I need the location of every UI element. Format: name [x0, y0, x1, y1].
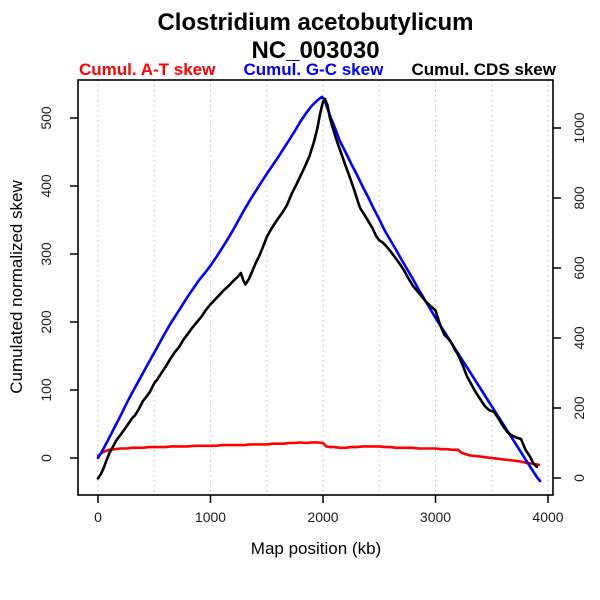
left-tick-label: 400 — [38, 174, 54, 198]
x-tick-label: 0 — [94, 509, 102, 525]
legend-item-cds-skew: Cumul. CDS skew — [411, 60, 556, 79]
x-axis-title: Map position (kb) — [250, 539, 382, 558]
chart-title: Clostridium acetobutylicum — [157, 9, 474, 36]
left-tick-label: 300 — [38, 242, 54, 266]
left-tick-label: 500 — [38, 106, 54, 130]
right-tick-label: 600 — [571, 256, 587, 280]
x-tick-label: 4000 — [532, 509, 563, 525]
series-at-skew-line — [96, 441, 541, 467]
right-tick-label: 0 — [571, 474, 587, 482]
legend-item-gc-skew: Cumul. G-C skew — [243, 60, 384, 79]
legend: Cumul. A-T skew Cumul. G-C skew Cumul. C… — [79, 61, 556, 79]
legend-item-at-skew: Cumul. A-T skew — [79, 60, 216, 79]
chart-subtitle: NC_003030 — [251, 37, 380, 64]
series-gc-skew-line — [96, 95, 542, 483]
left-tick-label: 0 — [38, 454, 54, 462]
x-tick-label: 2000 — [307, 509, 338, 525]
right-tick-label: 400 — [571, 326, 587, 350]
plot-frame — [77, 79, 554, 496]
right-tick-label: 800 — [571, 186, 587, 210]
x-tick-label: 1000 — [195, 509, 226, 525]
left-tick-label: 200 — [38, 310, 54, 334]
left-tick-label: 100 — [38, 378, 54, 402]
x-tick-label: 3000 — [420, 509, 451, 525]
right-tick-label: 1000 — [571, 112, 587, 143]
series-cds-skew-line — [96, 97, 539, 480]
right-tick-label: 200 — [571, 396, 587, 420]
y-axis-title-left: Cumulated normalized skew — [7, 180, 26, 394]
